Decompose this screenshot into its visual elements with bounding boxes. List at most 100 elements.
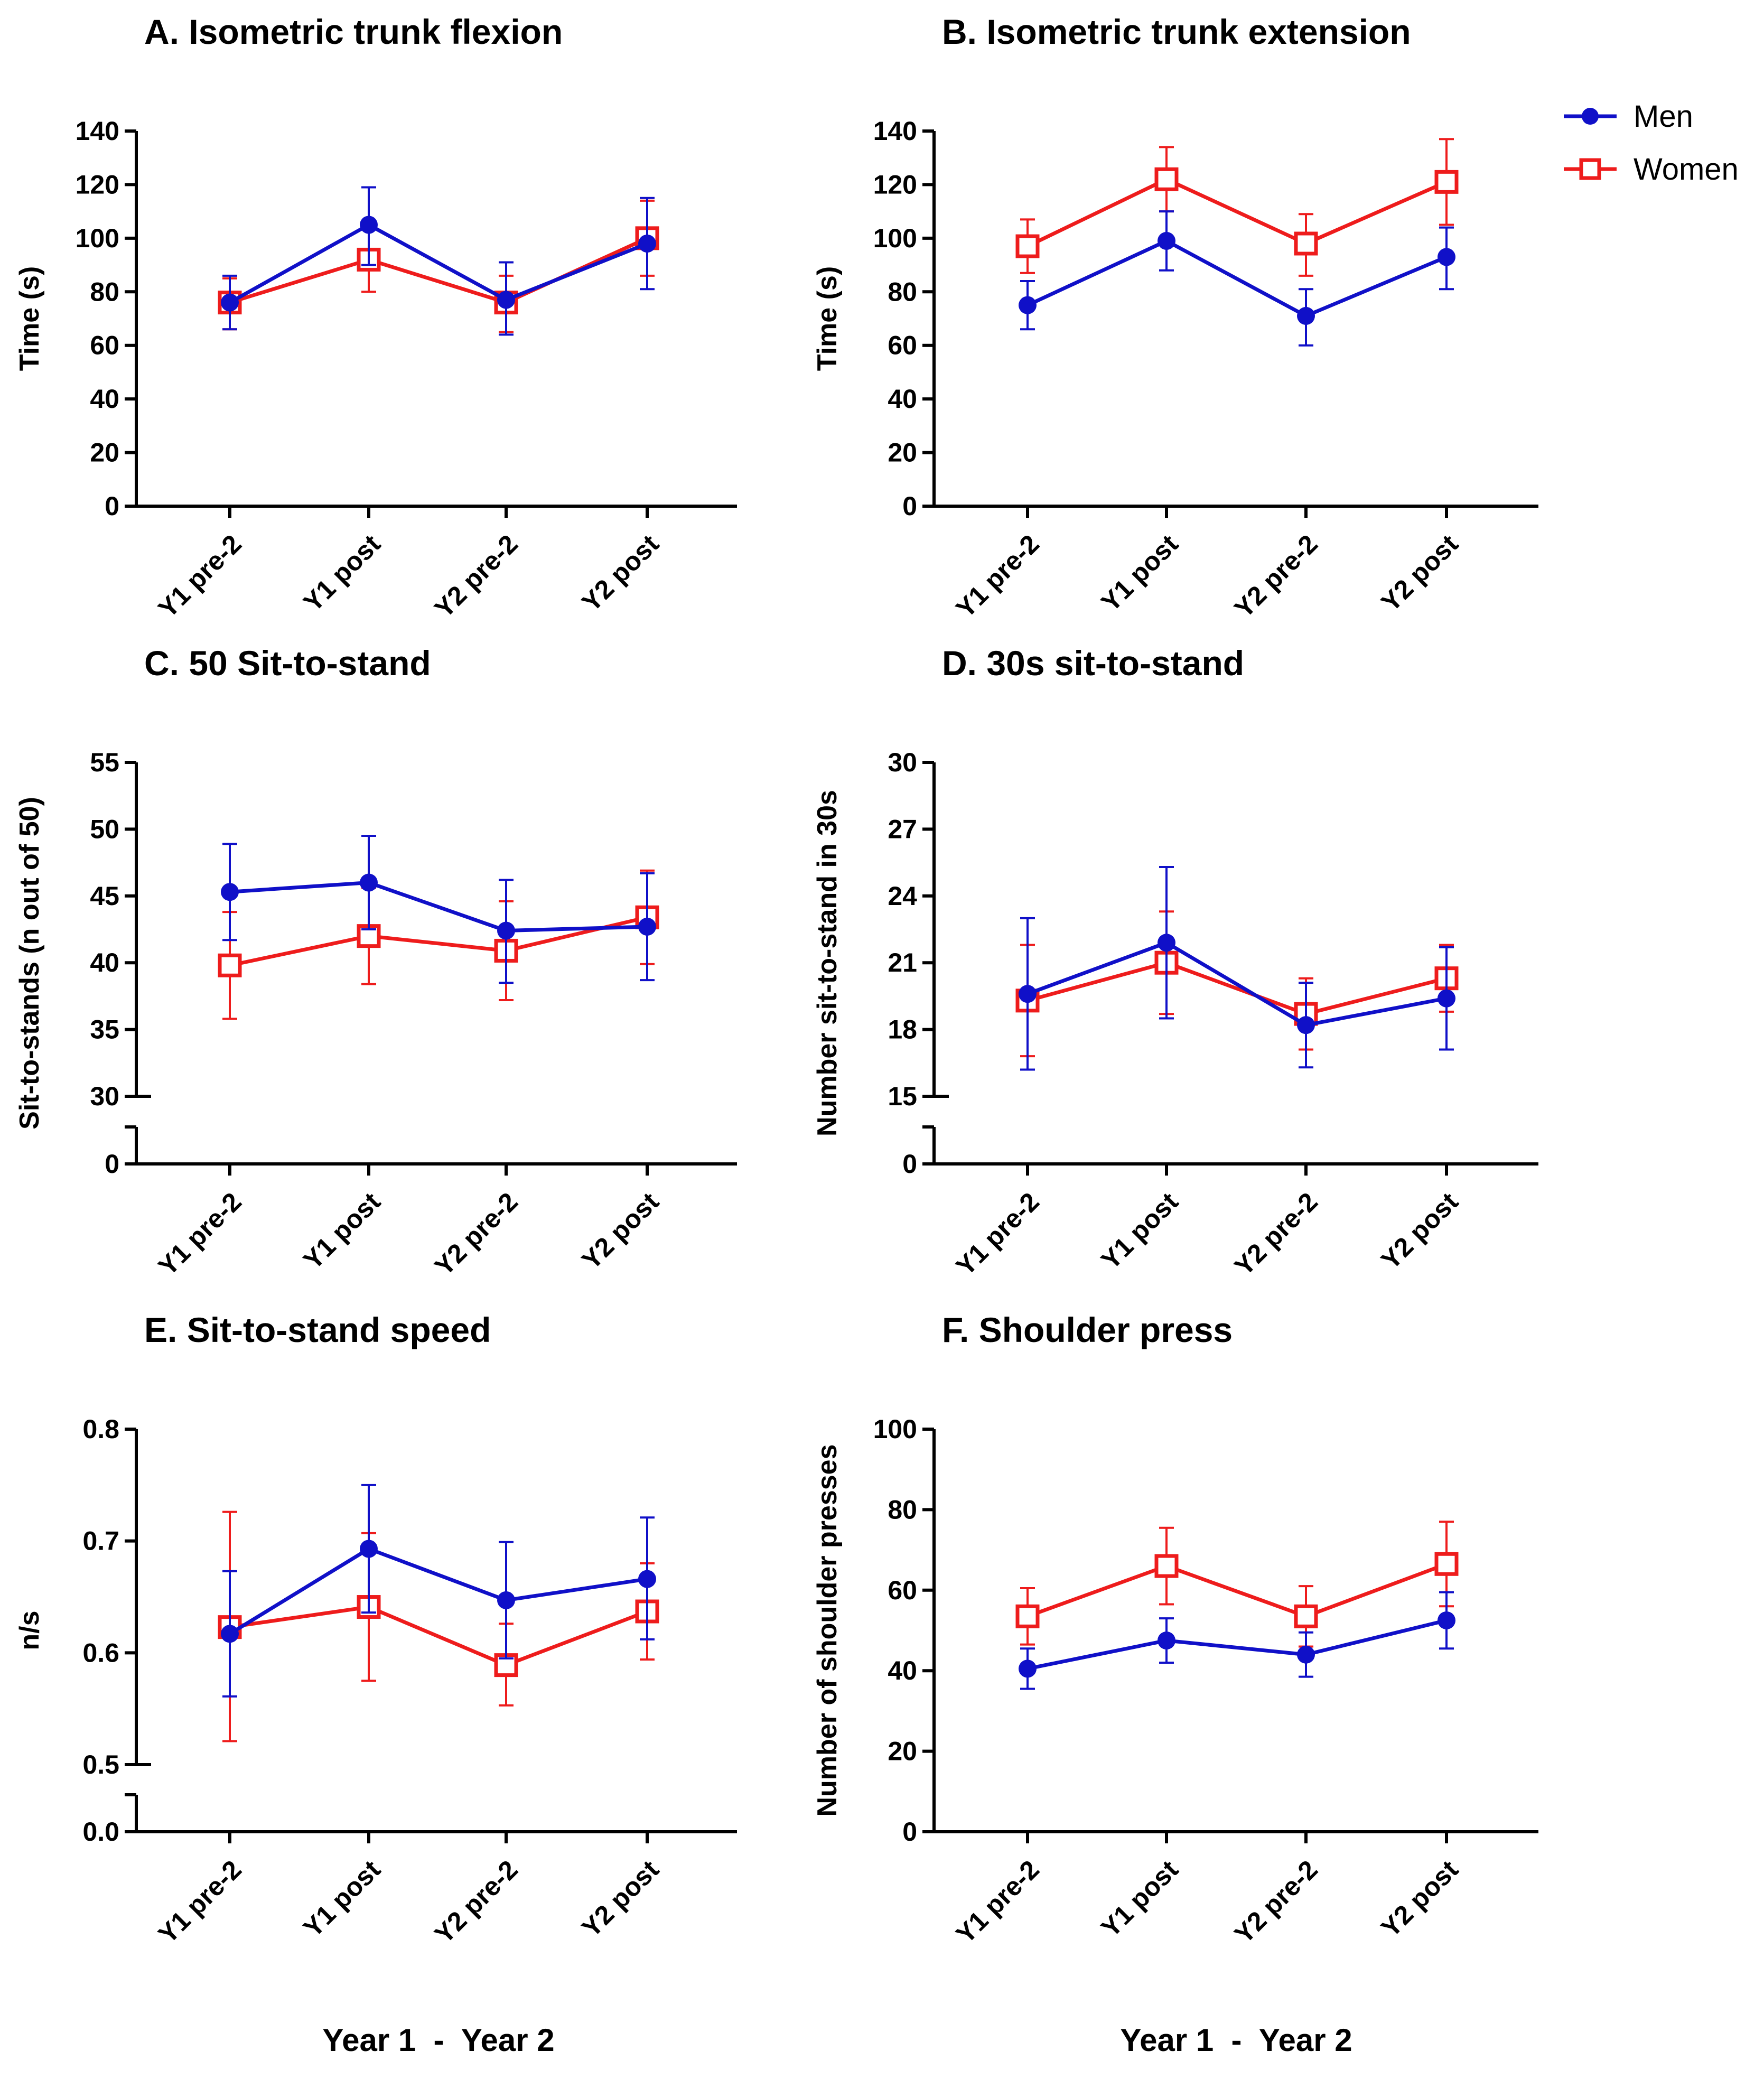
y-tick-label: 21 bbox=[888, 948, 917, 977]
series-line bbox=[229, 915, 648, 967]
data-point bbox=[1154, 167, 1179, 191]
data-point bbox=[1019, 1660, 1037, 1678]
data-point bbox=[1294, 231, 1318, 256]
series-line bbox=[1026, 177, 1448, 248]
series-women bbox=[1015, 1521, 1459, 1648]
y-axis-label: Number of shoulder presses bbox=[812, 1444, 843, 1816]
y-tick-label: 0 bbox=[902, 491, 917, 521]
panel-b: B. Isometric trunk extension 0 20 40 60 80 100… bbox=[812, 12, 1538, 623]
legend-entry-men: Men bbox=[1564, 99, 1693, 134]
y-tick-label: 30 bbox=[90, 1082, 119, 1111]
y-tick-label: 120 bbox=[873, 170, 917, 199]
y-tick-label: 40 bbox=[90, 948, 119, 977]
data-point bbox=[1297, 1645, 1315, 1664]
x-tick-label: Y2 post bbox=[1375, 529, 1464, 618]
data-point bbox=[1438, 989, 1455, 1008]
y-axis-label: Sit-to-stands (n out of 50) bbox=[14, 797, 45, 1130]
data-point bbox=[221, 293, 239, 312]
y-tick-label: 40 bbox=[888, 384, 917, 414]
legend: Men Women bbox=[1564, 99, 1739, 187]
data-point bbox=[497, 921, 515, 940]
data-point bbox=[1297, 1016, 1315, 1034]
data-point bbox=[360, 873, 378, 892]
data-point bbox=[1158, 231, 1175, 250]
data-point bbox=[1019, 985, 1037, 1003]
x-tick-label: Y1 post bbox=[1095, 529, 1184, 618]
y-tick-label: 35 bbox=[90, 1015, 119, 1045]
panel-c-title: C. 50 Sit-to-stand bbox=[144, 644, 431, 683]
x-tick-label: Y1 post bbox=[297, 1854, 386, 1943]
x-tick-label: Y2 pre-2 bbox=[429, 1854, 524, 1949]
y-tick-label: 0 bbox=[902, 1817, 917, 1847]
y-axis-label: Number sit-to-stand in 30s bbox=[812, 790, 843, 1136]
series-line bbox=[1027, 961, 1447, 1016]
legend-entry-women: Women bbox=[1564, 152, 1739, 187]
x-tick-label: Y1 pre-2 bbox=[950, 1187, 1045, 1281]
y-tick-label: 55 bbox=[90, 748, 119, 777]
y-tick-label: 0.0 bbox=[82, 1817, 119, 1847]
series-line bbox=[229, 1605, 648, 1667]
y-tick-label: 60 bbox=[888, 1575, 917, 1605]
data-point bbox=[497, 1591, 515, 1609]
y-tick-label: 0.6 bbox=[82, 1638, 119, 1667]
series-men bbox=[1019, 1591, 1455, 1690]
data-point bbox=[1297, 306, 1315, 325]
y-tick-label: 60 bbox=[888, 331, 917, 360]
data-point bbox=[1154, 1554, 1179, 1578]
y-tick-label: 20 bbox=[888, 438, 917, 468]
y-tick-label: 80 bbox=[90, 277, 119, 306]
y-axis-label: Time (s) bbox=[14, 266, 45, 371]
data-point bbox=[638, 235, 656, 253]
y-tick-label: 100 bbox=[76, 223, 119, 253]
series-line bbox=[1026, 239, 1448, 318]
x-tick-label: Y2 post bbox=[576, 1854, 665, 1943]
legend-men-label: Men bbox=[1634, 99, 1693, 134]
x-tick-label: Y2 pre-2 bbox=[1229, 1854, 1323, 1949]
y-axis-label: n/s bbox=[14, 1610, 45, 1650]
data-point bbox=[218, 953, 242, 977]
y-tick-label: 0 bbox=[105, 1149, 119, 1179]
y-tick-label: 15 bbox=[888, 1082, 917, 1111]
x-axis-label-left: Year 1 - Year 2 bbox=[322, 2022, 554, 2058]
data-point bbox=[360, 216, 378, 234]
y-tick-label: 0 bbox=[105, 491, 119, 521]
y-tick-label: 80 bbox=[888, 1495, 917, 1524]
data-point bbox=[1015, 1604, 1040, 1628]
series-line bbox=[229, 223, 648, 304]
series-men bbox=[1019, 866, 1455, 1071]
panels: A. Isometric trunk flexion 0 20 40 60 80 100 12… bbox=[14, 12, 1538, 1949]
panel-d: D. 30s sit-to-stand 0 15 18 21 24 27 30 Y1 pre-2… bbox=[812, 644, 1538, 1281]
data-point bbox=[638, 917, 656, 936]
series-men bbox=[221, 186, 656, 336]
x-tick-label: Y2 pre-2 bbox=[429, 1187, 524, 1281]
y-tick-label: 27 bbox=[888, 814, 917, 844]
y-axis-label: Time (s) bbox=[812, 266, 843, 371]
y-tick-label: 0.7 bbox=[82, 1526, 119, 1556]
data-point bbox=[1158, 1631, 1175, 1650]
y-tick-label: 18 bbox=[888, 1015, 917, 1045]
x-tick-label: Y1 pre-2 bbox=[950, 529, 1045, 623]
x-tick-label: Y1 pre-2 bbox=[153, 529, 247, 623]
y-tick-label: 24 bbox=[888, 881, 917, 911]
data-point bbox=[221, 883, 239, 901]
y-tick-label: 140 bbox=[873, 116, 917, 146]
y-tick-label: 60 bbox=[90, 331, 119, 360]
x-tick-label: Y1 post bbox=[297, 1187, 386, 1275]
x-tick-label: Y2 post bbox=[576, 1187, 665, 1275]
data-point bbox=[1438, 1611, 1455, 1629]
series-men bbox=[221, 835, 656, 984]
series-line bbox=[229, 881, 648, 933]
y-tick-label: 30 bbox=[888, 748, 917, 777]
data-point bbox=[1438, 248, 1455, 266]
y-tick-label: 20 bbox=[90, 438, 119, 468]
x-tick-label: Y2 post bbox=[576, 529, 665, 618]
x-tick-label: Y1 pre-2 bbox=[153, 1187, 247, 1281]
y-tick-label: 40 bbox=[888, 1656, 917, 1685]
series-women bbox=[218, 1511, 659, 1742]
data-point bbox=[1434, 1552, 1459, 1576]
y-tick-label: 100 bbox=[873, 223, 917, 253]
x-axis-label-right: Year 1 - Year 2 bbox=[1120, 2022, 1352, 2058]
series-men bbox=[221, 1484, 656, 1698]
y-tick-label: 0 bbox=[902, 1149, 917, 1179]
